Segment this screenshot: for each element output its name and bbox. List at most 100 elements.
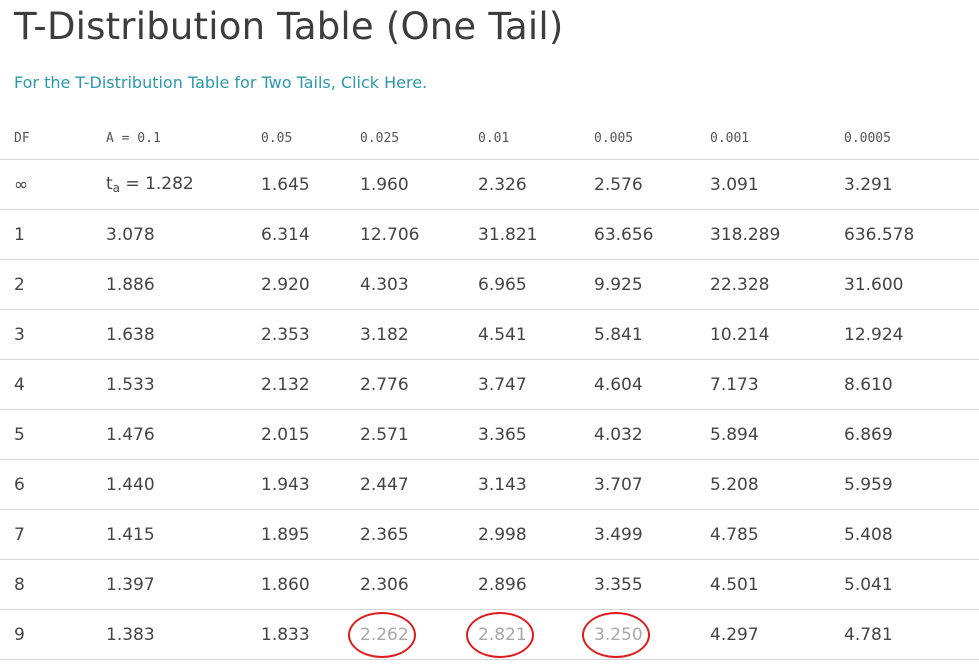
highlighted-cell: 2.262: [346, 609, 464, 660]
table-cell: 2.776: [346, 359, 464, 410]
table-cell: 1.895: [247, 509, 346, 560]
table-cell: 318.289: [696, 209, 830, 260]
table-cell: 3.143: [464, 459, 580, 510]
table-cell: 1.638: [92, 309, 247, 360]
table-cell: 2.353: [247, 309, 346, 360]
page-title: T-Distribution Table (One Tail): [14, 5, 564, 48]
table-cell: 6.965: [464, 259, 580, 310]
table-cell: 4.303: [346, 259, 464, 310]
df-cell: 3: [0, 309, 92, 360]
column-header-alpha-0.05: 0.05: [247, 117, 346, 160]
table-row: 3 1.638 2.353 3.182 4.541 5.841 10.214 1…: [0, 309, 979, 360]
table-cell: 6.869: [830, 409, 979, 460]
table-cell: 2.998: [464, 509, 580, 560]
table-cell: 12.706: [346, 209, 464, 260]
highlighted-cell: 2.821: [464, 609, 580, 660]
table-cell: 1.383: [92, 609, 247, 660]
table-cell: 2.920: [247, 259, 346, 310]
table-cell: 4.032: [580, 409, 696, 460]
table-cell: 31.600: [830, 259, 979, 310]
table-cell: 1.397: [92, 559, 247, 610]
t-symbol: t: [106, 174, 113, 194]
table-cell: 3.365: [464, 409, 580, 460]
table-cell: 4.541: [464, 309, 580, 360]
table-cell: 3.499: [580, 509, 696, 560]
table-cell: 5.894: [696, 409, 830, 460]
table-row: 1 3.078 6.314 12.706 31.821 63.656 318.2…: [0, 209, 979, 260]
column-header-alpha-0.01: 0.01: [464, 117, 580, 160]
table-cell: 1.833: [247, 609, 346, 660]
table-cell: 4.501: [696, 559, 830, 610]
table-cell: 3.078: [92, 209, 247, 260]
t-distribution-table: DF A = 0.1 0.05 0.025 0.01 0.005 0.001 0…: [0, 117, 979, 660]
t-subscript: a: [112, 181, 121, 195]
two-tail-table-link[interactable]: For the T-Distribution Table for Two Tai…: [14, 73, 428, 92]
table-cell: 3.355: [580, 559, 696, 610]
table-cell: 2.576: [580, 159, 696, 210]
table-cell: 1.943: [247, 459, 346, 510]
highlighted-value: 2.262: [360, 624, 409, 645]
table-row: 9 1.383 1.833 2.262 2.821 3.250 4.297 4.…: [0, 609, 979, 660]
df-cell: 9: [0, 609, 92, 660]
column-header-alpha-0.1: A = 0.1: [92, 117, 247, 160]
table-cell: 6.314: [247, 209, 346, 260]
t-alpha-cell: ta = 1.282: [92, 159, 247, 210]
table-row: 4 1.533 2.132 2.776 3.747 4.604 7.173 8.…: [0, 359, 979, 410]
table-cell: 8.610: [830, 359, 979, 410]
table-cell: 3.291: [830, 159, 979, 210]
column-header-alpha-0.005: 0.005: [580, 117, 696, 160]
table-cell: 7.173: [696, 359, 830, 410]
table-cell: 3.747: [464, 359, 580, 410]
table-cell: 5.041: [830, 559, 979, 610]
table-cell: 31.821: [464, 209, 580, 260]
table-cell: 3.091: [696, 159, 830, 210]
header-row: DF A = 0.1 0.05 0.025 0.01 0.005 0.001 0…: [0, 117, 979, 160]
table-cell: 1.415: [92, 509, 247, 560]
table-cell: 2.896: [464, 559, 580, 610]
highlighted-value: 3.250: [594, 624, 643, 645]
table-cell: 5.408: [830, 509, 979, 560]
table-row: 2 1.886 2.920 4.303 6.965 9.925 22.328 3…: [0, 259, 979, 310]
table-cell: 3.182: [346, 309, 464, 360]
table-cell: 2.365: [346, 509, 464, 560]
column-header-alpha-0.0005: 0.0005: [830, 117, 979, 160]
table-cell: 1.533: [92, 359, 247, 410]
table-cell: 10.214: [696, 309, 830, 360]
df-cell: 1: [0, 209, 92, 260]
table-row-infinity: ∞ ta = 1.282 1.645 1.960 2.326 2.576 3.0…: [0, 159, 979, 210]
df-cell: 2: [0, 259, 92, 310]
column-header-alpha-0.001: 0.001: [696, 117, 830, 160]
table-cell: 2.306: [346, 559, 464, 610]
table-row: 5 1.476 2.015 2.571 3.365 4.032 5.894 6.…: [0, 409, 979, 460]
table-cell: 1.645: [247, 159, 346, 210]
df-cell: 4: [0, 359, 92, 410]
table-cell: 1.960: [346, 159, 464, 210]
table-cell: 2.132: [247, 359, 346, 410]
column-header-alpha-0.025: 0.025: [346, 117, 464, 160]
table-cell: 1.476: [92, 409, 247, 460]
df-cell: 8: [0, 559, 92, 610]
table-cell: 63.656: [580, 209, 696, 260]
table-cell: 4.785: [696, 509, 830, 560]
table-cell: 2.571: [346, 409, 464, 460]
table-cell: 4.604: [580, 359, 696, 410]
table-cell: 3.707: [580, 459, 696, 510]
table-cell: 9.925: [580, 259, 696, 310]
t-alpha-value: = 1.282: [120, 174, 194, 194]
table-cell: 1.886: [92, 259, 247, 310]
table-cell: 4.781: [830, 609, 979, 660]
table-cell: 636.578: [830, 209, 979, 260]
table-row: 6 1.440 1.943 2.447 3.143 3.707 5.208 5.…: [0, 459, 979, 510]
table-cell: 2.447: [346, 459, 464, 510]
df-cell: 7: [0, 509, 92, 560]
highlighted-value: 2.821: [478, 624, 527, 645]
df-cell: ∞: [0, 159, 92, 210]
table-cell: 5.208: [696, 459, 830, 510]
table-cell: 2.326: [464, 159, 580, 210]
table-cell: 1.440: [92, 459, 247, 510]
highlighted-cell: 3.250: [580, 609, 696, 660]
table-row: 7 1.415 1.895 2.365 2.998 3.499 4.785 5.…: [0, 509, 979, 560]
table-cell: 22.328: [696, 259, 830, 310]
df-cell: 5: [0, 409, 92, 460]
table-cell: 5.841: [580, 309, 696, 360]
